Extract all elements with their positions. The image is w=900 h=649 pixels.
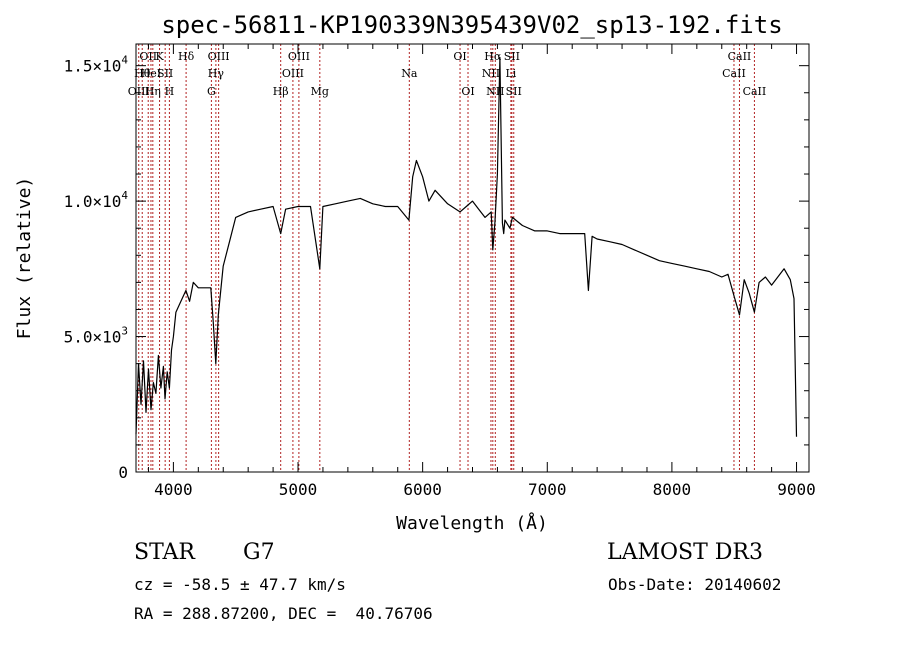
x-tick-label-6000: 6000	[403, 480, 442, 499]
line-label-6: SII	[157, 67, 173, 80]
redshift-text: cz = -58.5 ± 47.7 km/s	[134, 575, 346, 594]
x-tick-label-5000: 5000	[279, 480, 318, 499]
line-label-8: Hδ	[178, 50, 195, 63]
line-label-15: Mg	[311, 85, 329, 98]
x-tick-label-7000: 7000	[528, 480, 567, 499]
line-label-0: OIII	[128, 85, 150, 98]
line-label-4: Hη	[145, 85, 161, 98]
x-tick-label-8000: 8000	[653, 480, 692, 499]
line-label-24: SII	[506, 85, 522, 98]
y-tick-label-10000: 1.0×104	[64, 189, 129, 211]
line-label-18: OI	[461, 85, 474, 98]
line-label-12: Hβ	[273, 85, 289, 98]
spectral-line-markers	[138, 44, 755, 472]
y-axis-label: Flux (relative)	[14, 177, 35, 340]
y-axis-ticks: 0 5.0×103 1.0×104 1.5×104	[64, 54, 809, 482]
x-axis-label: Wavelength (Å)	[396, 512, 548, 534]
line-label-2: OII	[139, 50, 157, 63]
line-label-22: Li	[505, 67, 516, 80]
line-label-27: CaII	[743, 85, 767, 98]
object-subclass: G7	[243, 540, 275, 565]
line-label-16: Na	[401, 67, 418, 80]
object-class: STAR	[134, 540, 195, 565]
y-tick-label-15000: 1.5×104	[64, 54, 129, 76]
line-label-20: Hα	[484, 50, 502, 63]
line-label-3: HeI	[141, 67, 161, 80]
plot-frame	[135, 43, 810, 473]
line-label-1: Hθ	[134, 67, 151, 80]
line-label-26: CaII	[728, 50, 752, 63]
x-tick-label-4000: 4000	[154, 480, 193, 499]
y-tick-label-5000: 5.0×103	[64, 325, 128, 347]
x-tick-label-9000: 9000	[777, 480, 816, 499]
spectral-line-labels: OIII Hθ OII HeI Hη K SII H Hδ G Hγ OIII Hβ OIII OIII Mg…	[128, 50, 767, 98]
line-label-7: H	[165, 85, 175, 98]
line-label-25: CaII	[722, 67, 746, 80]
coordinates: RA = 288.87200, DEC = 40.76706	[134, 604, 433, 623]
spectrum-line	[135, 56, 798, 437]
survey-name: LAMOST DR3	[607, 540, 763, 565]
y-tick-label-0: 0	[118, 463, 128, 482]
line-label-19: NII	[482, 67, 500, 80]
line-label-10: Hγ	[208, 67, 225, 80]
line-label-5: K	[155, 50, 164, 63]
line-label-11: OIII	[208, 50, 230, 63]
line-label-21: NII	[486, 85, 504, 98]
x-axis-ticks: 4000 5000 6000 7000 8000 9000	[147, 44, 816, 499]
chart-title: spec-56811-KP190339N395439V02_sp13-192.f…	[161, 11, 782, 39]
line-label-13: OIII	[282, 67, 304, 80]
line-label-17: OI	[453, 50, 466, 63]
line-label-14: OIII	[288, 50, 310, 63]
obs-date: Obs-Date: 20140602	[608, 575, 782, 594]
line-label-9: G	[207, 85, 216, 98]
line-label-23: SII	[504, 50, 520, 63]
